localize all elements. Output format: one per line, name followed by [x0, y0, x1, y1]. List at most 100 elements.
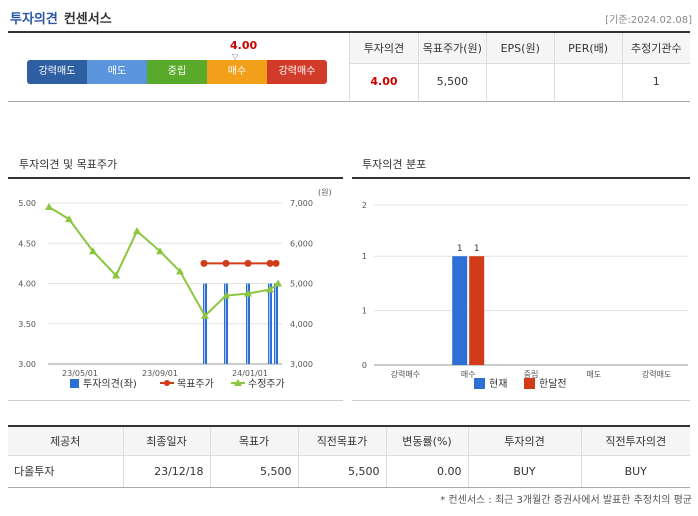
- target-price-value: 5,500: [417, 63, 487, 100]
- estimates-value: 1: [621, 63, 690, 100]
- y-right-unit: (원): [318, 188, 332, 197]
- col-target-price: 목표주가(원): [417, 33, 487, 64]
- x-tick-label: 중립: [524, 370, 539, 379]
- table-row: 다올투자 23/12/18 5,500 5,500 0.00 BUY BUY: [8, 455, 690, 488]
- legend-month-ago-label: 한달전: [539, 378, 567, 390]
- target-price-point: [222, 259, 230, 267]
- opinion-bar-highlight: [247, 283, 248, 364]
- opinion-bar-highlight: [225, 283, 226, 364]
- legend-opinion-label: 투자의견(좌): [83, 378, 137, 390]
- legend-target-label: 목표주가: [177, 378, 214, 390]
- scale-sell: 매도: [87, 60, 147, 84]
- adjusted-price-point: [266, 285, 274, 293]
- scale-label: 매수: [227, 66, 247, 77]
- opinion-scale: 4.00 ▽ 강력매도 매도 중립 매수 강력매수: [8, 33, 348, 101]
- footnote: * 컨센서스 : 최근 3개월간 증권사에서 발표한 추정치의 평균: [440, 495, 692, 506]
- consensus-summary-table: 투자의견 목표주가(원) EPS(원) PER(배) 추정기관수 4.00 5,…: [349, 33, 690, 100]
- scale-label: 매도: [107, 66, 127, 77]
- cell-prev-opinion: BUY: [580, 455, 690, 488]
- opinion-value: 4.00: [349, 63, 419, 100]
- bar-data-label: 1: [474, 244, 480, 254]
- y-right-tick-label: 7,000: [290, 199, 313, 208]
- target-price-point: [272, 259, 280, 267]
- x-tick-label: 23/09/01: [142, 369, 178, 378]
- y-left-tick-label: 4.00: [18, 280, 36, 289]
- legend-target-marker: [164, 380, 170, 386]
- opinion-distribution-chart-title: 투자의견 분포: [362, 158, 427, 171]
- scale-buy: 매수: [207, 60, 267, 84]
- scale-label: 중립: [167, 66, 187, 77]
- title-main: 투자의견: [10, 12, 58, 27]
- legend-opinion-swatch: [70, 379, 79, 388]
- scale-neutral: 중립: [147, 60, 207, 84]
- right-panel-bottom: [352, 400, 690, 401]
- legend-adjusted-label: 수정주가: [248, 378, 285, 390]
- y-tick-label: 1: [362, 252, 367, 261]
- adjusted-price-point: [244, 289, 252, 297]
- y-right-tick-label: 6,000: [290, 239, 313, 248]
- col-target: 목표가: [209, 427, 298, 456]
- adjusted-price-point: [176, 267, 184, 275]
- right-panel-rule: [352, 177, 690, 179]
- col-prev-opinion: 직전투자의견: [580, 427, 690, 456]
- y-left-tick-label: 5.00: [18, 199, 36, 208]
- target-price-point: [266, 259, 274, 267]
- adjusted-price-point: [133, 227, 141, 235]
- title-sub: 컨센서스: [63, 12, 112, 27]
- legend-adjusted-marker: [234, 379, 242, 386]
- x-tick-label: 매도: [586, 370, 601, 379]
- adjusted-price-line: [48, 206, 279, 318]
- broker-detail-table: 제공처 최종일자 목표가 직전목표가 변동률(%) 투자의견 직전투자의견 다올…: [8, 427, 690, 488]
- scale-label: 강력매도: [38, 66, 76, 77]
- scale-strong-sell: 강력매도: [27, 60, 87, 84]
- adjusted-price-point: [112, 271, 120, 279]
- col-opinion: 투자의견: [467, 427, 581, 456]
- adjusted-price-point: [45, 203, 53, 211]
- header-divider: [8, 31, 690, 33]
- left-panel-bottom: [8, 400, 343, 401]
- y-left-tick-label: 3.50: [18, 320, 36, 329]
- cell-target: 5,500: [209, 455, 298, 488]
- x-tick-label: 강력매도: [642, 369, 671, 379]
- x-tick-label: 23/05/01: [62, 369, 98, 378]
- x-tick-label: 24/01/01: [232, 369, 268, 378]
- legend-current-swatch: [474, 378, 485, 389]
- reference-date: [기준:2024.02.08]: [605, 15, 692, 26]
- y-tick-label: 2: [362, 201, 367, 210]
- y-right-tick-label: 4,000: [290, 320, 313, 329]
- opinion-target-chart: 5.00 4.50 4.00 3.50 3.00 7,000 6,000 5,000 4,000…: [18, 188, 332, 390]
- y-left-tick-label: 4.50: [18, 239, 36, 248]
- target-price-point: [200, 259, 208, 267]
- scale-strong-buy: 강력매수: [267, 60, 327, 84]
- y-left-tick-label: 3.00: [18, 360, 36, 369]
- opinion-target-chart-title: 투자의견 및 목표주가: [19, 158, 118, 171]
- col-per: PER(배): [553, 33, 623, 64]
- opinion-distribution-chart: 2 1 1 0 강력매수 매수 중립 매도 강력매도 1 1 현재 한달전: [362, 201, 688, 390]
- cell-opinion: BUY: [467, 455, 581, 488]
- x-tick-label: 강력매수: [391, 369, 420, 379]
- summary-divider: [8, 101, 690, 102]
- col-estimates: 추정기관수: [621, 33, 690, 64]
- distribution-bar: [452, 256, 468, 365]
- cell-change-rate: 0.00: [385, 455, 468, 488]
- page-title: 투자의견 컨센서스: [10, 8, 112, 27]
- detail-table-rule: [8, 425, 690, 427]
- cell-provider: 다올투자: [8, 455, 123, 488]
- adjusted-price-point: [201, 311, 209, 319]
- distribution-bar: [469, 256, 485, 365]
- y-tick-label: 0: [362, 361, 367, 370]
- score-marker-icon: ▽: [232, 52, 239, 61]
- col-eps: EPS(원): [485, 33, 555, 64]
- bar-data-label: 1: [457, 244, 463, 254]
- y-right-tick-label: 5,000: [290, 280, 313, 289]
- per-value: [553, 63, 623, 100]
- adjusted-price-point: [156, 247, 164, 255]
- eps-value: [485, 63, 555, 100]
- col-prev-target: 직전목표가: [297, 427, 386, 456]
- x-tick-label: 매수: [461, 370, 476, 379]
- col-provider: 제공처: [8, 427, 123, 456]
- target-price-point: [244, 259, 252, 267]
- opinion-bar-highlight: [275, 283, 276, 364]
- left-panel-rule: [8, 177, 343, 179]
- score-value: 4.00: [230, 39, 258, 52]
